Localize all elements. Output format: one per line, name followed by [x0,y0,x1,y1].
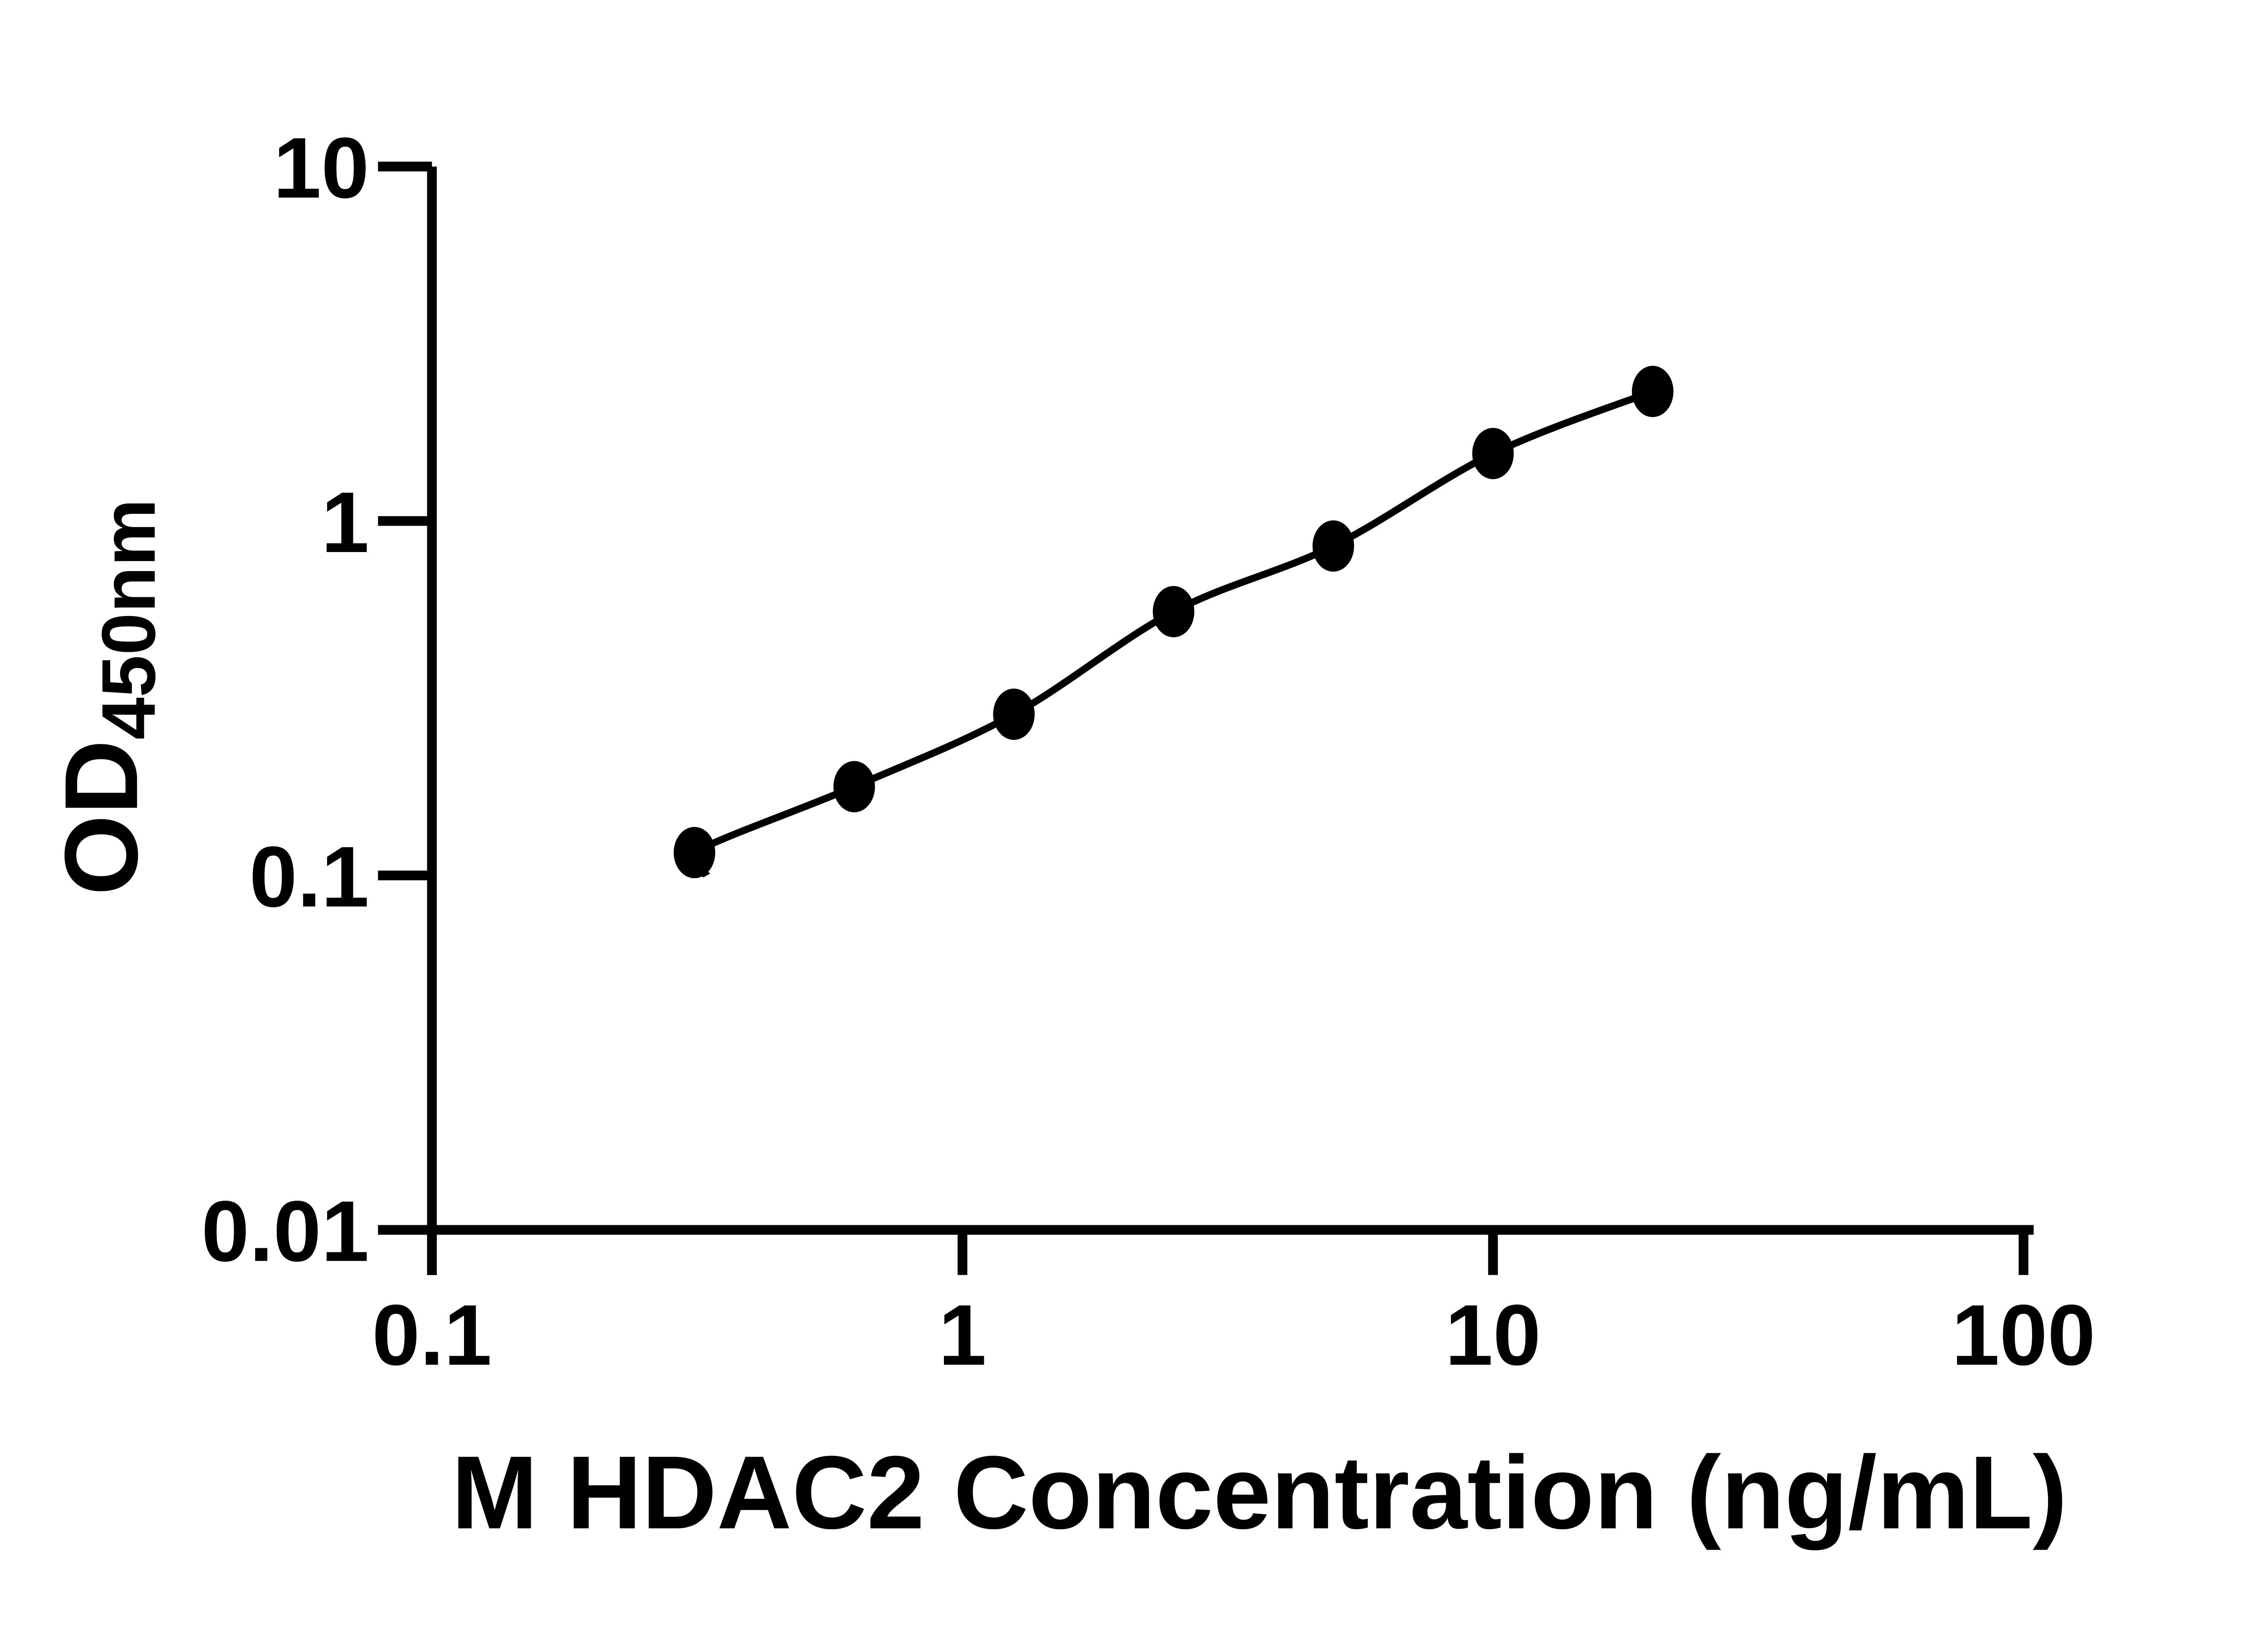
data-point [1472,428,1514,479]
y-tick-label: 0.01 [201,1183,369,1280]
y-tick-label: 10 [273,120,369,216]
x-tick-label: 1 [938,1287,987,1384]
data-point [1312,520,1354,572]
y-tick-label: 0.1 [249,829,369,925]
y-axis-title: OD450nm [43,499,171,896]
x-tick-label: 10 [1445,1287,1541,1384]
data-point [674,827,715,879]
x-axis-title: M HDAC2 Concentration (ng/mL) [451,1434,2068,1550]
x-tick-label: 100 [1951,1287,2095,1384]
y-tick-label: 1 [321,474,369,571]
data-point [1153,586,1195,637]
data-point [833,761,875,812]
chart-background [0,20,2268,1613]
data-point [993,689,1035,740]
x-tick-label: 0.1 [372,1287,492,1384]
data-point [1632,366,1674,417]
